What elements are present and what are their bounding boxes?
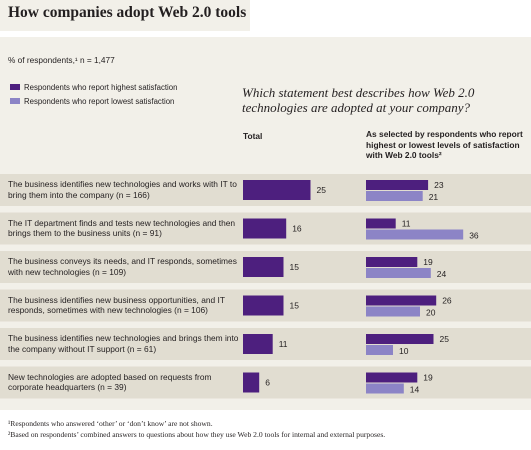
respondents-note: % of respondents,¹ n = 1,477 [8,55,115,65]
value-label-lowest: 10 [399,346,409,356]
value-label-total: 25 [317,185,327,195]
question-text: Which statement best describes how Web 2… [242,85,475,115]
bar-highest [366,180,429,190]
column-header-total: Total [243,131,263,141]
value-label-highest: 11 [402,219,411,229]
value-label-highest: 23 [434,180,444,190]
value-label-highest: 25 [440,334,450,344]
value-label-total: 11 [279,339,288,349]
column-header-selected: As selected by respondents who report hi… [366,129,523,160]
bar-lowest [366,383,404,394]
value-label-highest: 26 [442,296,452,306]
bar-lowest [366,191,423,201]
value-label-total: 15 [290,262,300,272]
category-label: The IT department finds and tests new te… [8,217,236,239]
value-label-lowest: 24 [437,269,447,279]
value-label-lowest: 36 [469,231,479,241]
bar-highest [366,257,418,267]
bar-total [243,218,287,239]
bar-lowest [366,306,420,317]
legend-label-highest: Respondents who report highest satisfact… [24,83,178,92]
category-label: The business identifies new technologies… [8,333,239,354]
footnotes: ¹Respondents who answered ‘other’ or ‘do… [8,419,528,440]
legend-swatch-lowest [10,98,20,104]
bar-lowest [366,229,464,240]
footnote-2: ²Based on respondents’ combined answers … [8,429,386,439]
bar-highest [366,218,396,229]
value-label-lowest: 14 [410,385,420,395]
value-label-lowest: 21 [429,192,439,202]
bar-lowest [366,268,431,278]
category-label: The business identifies new technologies… [8,179,237,200]
chart-title: How companies adopt Web 2.0 tools [8,4,247,21]
bar-highest [366,372,418,383]
legend-swatch-highest [10,84,20,90]
bar-total [243,334,273,354]
bar-total [243,180,311,200]
bar-lowest [366,345,393,355]
value-label-lowest: 20 [426,308,436,318]
value-label-highest: 19 [423,257,433,267]
bar-highest [366,334,434,344]
footnote-1: ¹Respondents who answered ‘other’ or ‘do… [8,419,213,428]
value-label-total: 16 [292,224,302,234]
category-label: The business conveys its needs, and IT r… [8,256,237,277]
value-label-total: 15 [290,301,300,311]
bar-total [243,295,284,316]
legend-label-lowest: Respondents who report lowest satisfacti… [24,97,175,106]
title-band [0,0,250,31]
value-label-total: 6 [265,378,270,388]
bar-total [243,257,284,277]
category-label: The business identifies new business opp… [8,294,225,316]
bar-highest [366,295,437,306]
category-label: New technologies are adopted based on re… [8,371,212,393]
row-band [0,366,531,399]
value-label-highest: 19 [423,373,433,383]
bar-total [243,372,260,393]
